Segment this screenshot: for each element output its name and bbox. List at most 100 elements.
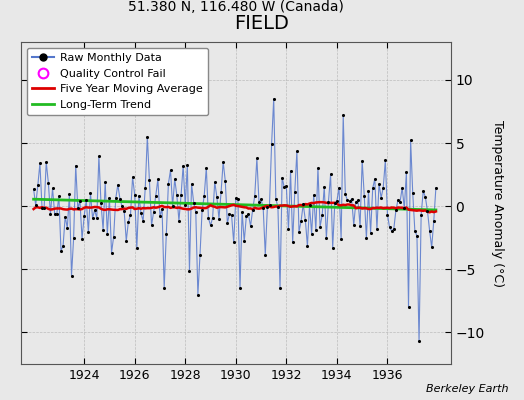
Point [141,185,149,192]
Point [232,195,240,201]
Point [215,215,223,222]
Point [63,225,71,231]
Point [181,202,190,209]
Point [202,164,211,171]
Point [297,218,305,224]
Point [124,218,133,225]
Point [269,96,278,102]
Point [299,201,308,208]
Point [417,212,425,218]
Point [72,162,80,169]
Point [295,228,303,235]
Point [377,195,385,201]
Point [360,193,368,199]
Point [341,191,350,198]
Point [335,184,343,191]
Point [107,250,116,256]
Point [147,222,156,228]
Point [196,252,204,258]
Point [118,203,126,210]
Point [31,202,40,208]
Point [227,212,236,218]
Point [398,184,407,191]
Point [326,171,335,178]
Point [366,230,375,236]
Point [206,222,215,229]
Point [89,215,97,221]
Point [350,222,358,228]
Point [166,167,174,173]
Point [170,176,179,182]
Point [74,205,82,212]
Point [44,180,52,186]
Point [139,218,147,224]
Point [287,168,295,174]
Point [95,153,103,159]
Point [40,205,48,211]
Point [308,230,316,237]
Point [105,195,114,201]
Point [36,160,44,166]
Point [34,182,42,189]
Point [103,231,112,237]
Legend: Raw Monthly Data, Quality Control Fail, Five Year Moving Average, Long-Term Tren: Raw Monthly Data, Quality Control Fail, … [27,48,208,115]
Point [110,234,118,240]
Point [99,226,107,233]
Point [91,207,99,214]
Point [194,291,202,298]
Point [177,192,185,198]
Point [329,245,337,251]
Point [42,159,50,165]
Point [373,226,381,232]
Point [128,174,137,180]
Point [50,211,59,217]
Point [318,212,326,218]
Point [122,238,130,244]
Point [339,112,347,118]
Point [242,213,250,220]
Point [80,213,89,220]
Point [162,231,170,238]
Point [428,244,436,251]
Point [143,134,151,140]
Point [168,203,177,209]
Point [112,195,120,202]
Point [407,137,415,143]
Point [211,179,219,185]
Point [84,229,93,235]
Point [200,193,209,199]
Point [234,196,242,202]
Point [69,235,78,241]
Point [352,199,360,205]
Point [236,285,244,292]
Point [158,206,166,212]
Point [101,179,110,186]
Point [156,213,164,220]
Point [126,212,135,218]
Point [402,169,411,175]
Point [259,205,267,211]
Point [48,185,57,192]
Point [230,239,238,246]
Point [415,338,423,344]
Point [263,204,271,210]
Point [375,181,383,187]
Point [204,215,213,221]
Point [213,194,221,200]
Point [238,208,246,215]
Point [246,223,255,229]
Point [59,243,67,249]
Point [172,192,181,198]
Point [409,190,417,196]
Point [385,224,394,231]
Point [67,272,75,279]
Point [278,174,286,181]
Point [265,202,274,208]
Point [78,236,86,242]
Point [389,226,398,232]
Point [358,158,366,164]
Point [396,198,405,205]
Point [267,141,276,147]
Point [320,184,329,190]
Point [314,165,322,171]
